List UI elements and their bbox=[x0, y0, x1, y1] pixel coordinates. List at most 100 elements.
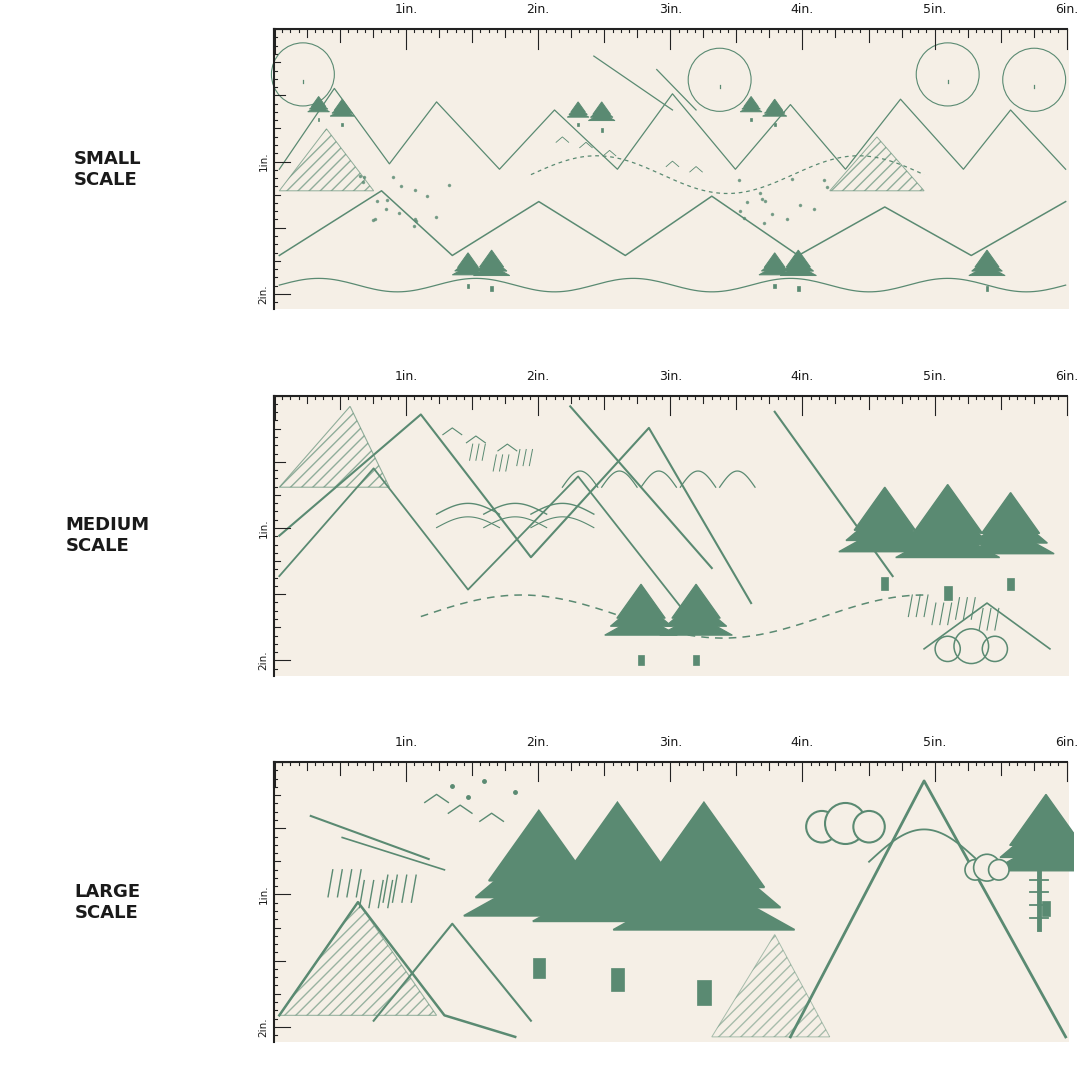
Text: 1in.: 1in. bbox=[258, 885, 269, 904]
Text: SMALL
SCALE: SMALL SCALE bbox=[73, 150, 141, 189]
Polygon shape bbox=[610, 600, 672, 626]
Polygon shape bbox=[561, 802, 674, 881]
Bar bbox=[490, 285, 494, 291]
Polygon shape bbox=[759, 266, 791, 274]
Text: 2in.: 2in. bbox=[258, 1017, 269, 1037]
Polygon shape bbox=[308, 106, 329, 111]
Text: 1in.: 1in. bbox=[394, 737, 418, 750]
Bar bbox=[693, 656, 699, 665]
Text: 2in.: 2in. bbox=[258, 650, 269, 671]
Polygon shape bbox=[665, 600, 727, 626]
Polygon shape bbox=[464, 874, 613, 916]
Text: LARGE
SCALE: LARGE SCALE bbox=[75, 882, 140, 921]
Bar bbox=[600, 127, 603, 132]
Bar bbox=[532, 958, 544, 977]
Bar bbox=[797, 285, 799, 291]
Polygon shape bbox=[982, 492, 1040, 534]
Text: 6in.: 6in. bbox=[1055, 737, 1078, 750]
Bar bbox=[274, 29, 1069, 309]
Polygon shape bbox=[476, 258, 507, 271]
Polygon shape bbox=[546, 840, 689, 901]
Polygon shape bbox=[742, 102, 760, 109]
Polygon shape bbox=[571, 102, 585, 112]
Polygon shape bbox=[453, 266, 484, 274]
Polygon shape bbox=[762, 109, 786, 117]
Text: 4in.: 4in. bbox=[791, 369, 814, 382]
Text: 6in.: 6in. bbox=[1055, 3, 1078, 16]
Polygon shape bbox=[593, 102, 610, 114]
Polygon shape bbox=[765, 105, 785, 113]
Polygon shape bbox=[846, 508, 923, 540]
Bar bbox=[467, 284, 469, 287]
Polygon shape bbox=[627, 842, 781, 907]
Polygon shape bbox=[972, 258, 1002, 271]
Bar bbox=[944, 586, 951, 600]
Polygon shape bbox=[569, 107, 588, 114]
Polygon shape bbox=[532, 874, 702, 921]
Circle shape bbox=[825, 802, 866, 843]
Polygon shape bbox=[1010, 795, 1080, 846]
Bar bbox=[1042, 901, 1050, 916]
Circle shape bbox=[966, 860, 985, 880]
Polygon shape bbox=[334, 99, 350, 110]
Text: 2in.: 2in. bbox=[527, 3, 550, 16]
Bar bbox=[986, 285, 988, 291]
Polygon shape bbox=[839, 526, 931, 552]
Bar bbox=[578, 123, 579, 126]
Polygon shape bbox=[672, 584, 720, 618]
Bar bbox=[773, 123, 775, 126]
Polygon shape bbox=[332, 105, 352, 113]
Bar bbox=[1008, 578, 1014, 590]
Text: 1in.: 1in. bbox=[394, 3, 418, 16]
Polygon shape bbox=[969, 266, 1005, 275]
Bar bbox=[611, 969, 624, 991]
Circle shape bbox=[806, 811, 838, 842]
Polygon shape bbox=[904, 508, 991, 544]
Polygon shape bbox=[589, 113, 615, 121]
Polygon shape bbox=[455, 260, 482, 271]
Polygon shape bbox=[458, 253, 478, 268]
Polygon shape bbox=[854, 487, 916, 530]
Polygon shape bbox=[567, 111, 589, 117]
Circle shape bbox=[853, 811, 885, 842]
Polygon shape bbox=[591, 108, 613, 118]
Polygon shape bbox=[975, 251, 999, 267]
Text: 5in.: 5in. bbox=[923, 737, 946, 750]
Bar bbox=[318, 118, 320, 121]
Polygon shape bbox=[744, 96, 758, 107]
Polygon shape bbox=[480, 251, 503, 267]
Polygon shape bbox=[644, 802, 765, 888]
Bar bbox=[751, 118, 752, 121]
Text: MEDIUM
SCALE: MEDIUM SCALE bbox=[66, 516, 149, 555]
Polygon shape bbox=[765, 253, 785, 268]
Polygon shape bbox=[311, 96, 326, 107]
Text: 3in.: 3in. bbox=[659, 737, 681, 750]
Polygon shape bbox=[489, 811, 589, 880]
Polygon shape bbox=[783, 258, 813, 271]
Bar bbox=[697, 981, 711, 1004]
Text: 5in.: 5in. bbox=[923, 369, 946, 382]
Text: 4in.: 4in. bbox=[791, 3, 814, 16]
Text: 2in.: 2in. bbox=[527, 737, 550, 750]
Polygon shape bbox=[767, 99, 783, 110]
Text: 3in.: 3in. bbox=[659, 3, 681, 16]
Bar bbox=[881, 578, 889, 590]
Polygon shape bbox=[780, 266, 816, 275]
Text: 2in.: 2in. bbox=[258, 284, 269, 303]
Text: 4in.: 4in. bbox=[791, 737, 814, 750]
Polygon shape bbox=[605, 615, 677, 635]
Polygon shape bbox=[786, 251, 810, 267]
Polygon shape bbox=[974, 512, 1048, 543]
Polygon shape bbox=[740, 106, 762, 111]
Circle shape bbox=[988, 860, 1009, 880]
Polygon shape bbox=[617, 584, 665, 618]
Bar bbox=[274, 395, 1069, 676]
Text: 2in.: 2in. bbox=[527, 369, 550, 382]
Polygon shape bbox=[991, 840, 1080, 870]
Text: 1in.: 1in. bbox=[258, 151, 269, 172]
Polygon shape bbox=[473, 266, 510, 275]
Polygon shape bbox=[1000, 819, 1080, 858]
Polygon shape bbox=[895, 528, 1000, 557]
Text: 1in.: 1in. bbox=[258, 518, 269, 538]
Polygon shape bbox=[660, 615, 732, 635]
